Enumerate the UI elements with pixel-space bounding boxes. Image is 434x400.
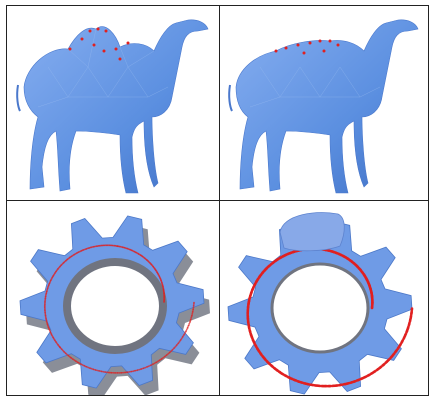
gear-mesh-left: [19, 215, 210, 395]
panel-gear-left: [8, 202, 218, 395]
figure-grid: [6, 5, 429, 396]
feature-points: [68, 27, 130, 61]
panel-camel-left: [8, 7, 218, 199]
grid-divider-horizontal: [7, 200, 428, 201]
feature-points: [274, 39, 340, 55]
gear-hole: [63, 258, 167, 354]
camel-mesh-left: [16, 19, 209, 194]
feature-points: [43, 244, 195, 374]
deformed-bump: [279, 212, 345, 252]
camel-body: [228, 19, 419, 194]
camel-body: [16, 19, 209, 194]
gear-hole: [270, 262, 370, 354]
camel-mesh-right: [228, 19, 419, 194]
gear-mesh-right: [227, 212, 414, 395]
panel-camel-right: [220, 7, 428, 199]
panel-gear-right: [220, 202, 428, 395]
